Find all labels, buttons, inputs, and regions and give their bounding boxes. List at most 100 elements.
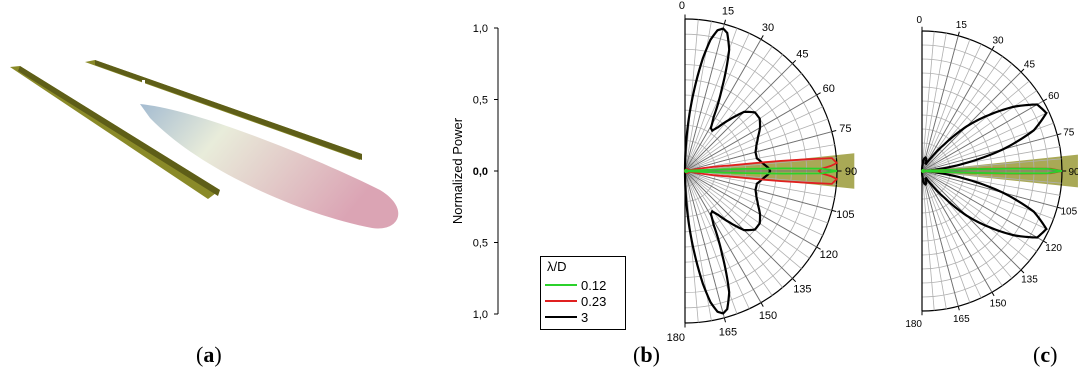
grid-major-spoke — [921, 170, 1058, 208]
angle-tick — [760, 35, 764, 40]
angle-tick-label: 45 — [796, 49, 808, 61]
feed-gap — [142, 80, 145, 102]
grid-major-spoke — [684, 94, 817, 172]
back-left-blade — [10, 66, 220, 199]
grid-spoke — [684, 170, 823, 236]
grid-major-spoke — [921, 170, 1022, 271]
grid-spoke — [921, 90, 1037, 172]
angle-tick-label: 0 — [679, 0, 685, 12]
angle-tick-label: 60 — [823, 83, 835, 95]
polar-chart-c: 0 15 30 45 60 75 90 105 120 135 150 165 180 — [905, 15, 1078, 330]
y-tick-label: 1,0 — [473, 23, 488, 35]
grid-spoke — [921, 31, 935, 172]
grid-spoke — [684, 170, 784, 288]
grid-spoke — [921, 43, 982, 172]
angle-tick — [816, 246, 821, 250]
angle-tick-label: 105 — [836, 209, 854, 221]
panel-label-b: (b) — [633, 342, 660, 367]
grid-spoke — [921, 63, 1013, 172]
angle-tick — [831, 129, 837, 133]
grid-major-spoke — [921, 35, 959, 172]
y-tick-label: 1,0 — [473, 309, 488, 321]
grid-spoke — [684, 46, 773, 172]
angle-tick — [957, 306, 960, 311]
series-line-3 — [920, 103, 1048, 239]
grid-spoke — [684, 170, 810, 259]
grid-major-spoke — [684, 131, 832, 172]
grid-spoke — [921, 170, 935, 311]
angle-tick-label: 150 — [990, 299, 1007, 310]
legend-swatch-red — [545, 300, 577, 302]
grid-spoke — [684, 170, 699, 323]
grid-major-spoke — [684, 170, 817, 248]
angle-tick — [1042, 98, 1048, 102]
y-tick-label: 0,5 — [473, 95, 488, 107]
legend-entry-0.12: 0.12 — [545, 277, 606, 293]
angle-tick — [1057, 206, 1062, 209]
angle-tick-label: 15 — [722, 6, 734, 18]
legend-entry-3: 3 — [545, 309, 588, 325]
grid-spoke — [921, 111, 1050, 172]
grid-major-spoke — [684, 39, 762, 172]
grid-major-spoke — [921, 170, 959, 307]
angle-tick — [1042, 240, 1048, 244]
front-right-blade-edge — [95, 60, 362, 160]
angle-tick-label: 30 — [762, 22, 774, 34]
panel-label-a: (a) — [196, 342, 222, 367]
angle-tick — [792, 59, 797, 64]
grid-major-spoke — [684, 63, 793, 172]
angle-tick-label: 45 — [1024, 60, 1036, 71]
angle-tick-label: 30 — [992, 35, 1004, 46]
grid-spoke — [684, 106, 823, 172]
angle-tick — [991, 291, 995, 297]
grid-spoke — [921, 170, 982, 299]
angle-tick-label: 90 — [1068, 167, 1078, 178]
angle-tick-label: 165 — [719, 326, 737, 338]
angle-tick-label: 60 — [1048, 91, 1060, 102]
grid-major-spoke — [921, 134, 1058, 172]
grid-spoke — [921, 33, 947, 172]
legend-title: λ/D — [547, 259, 567, 274]
grid-major-spoke — [684, 24, 725, 172]
angle-tick-label: 105 — [1060, 206, 1077, 217]
panel-label-c: (c) — [1033, 342, 1058, 367]
angle-tick — [723, 317, 727, 323]
grid-spoke — [684, 54, 784, 172]
grid-spoke — [684, 170, 802, 270]
legend-label: 0.12 — [581, 277, 607, 293]
grid-major-spoke — [921, 100, 1044, 172]
normalized-power-axis: 1,0 0,5 0,0 0,5 1,0 Normalized Power — [450, 23, 499, 321]
angle-tick — [1057, 133, 1062, 136]
grid-major-spoke — [684, 170, 762, 303]
grid-major-spoke — [684, 170, 725, 318]
grid-spoke — [921, 170, 971, 303]
polar-chart-b: 0 15 30 45 60 75 90 105 120 135 150 165 180 — [667, 0, 857, 344]
angle-tick-label: 75 — [839, 123, 851, 135]
angle-tick-label: 135 — [793, 283, 811, 295]
grid-major-spoke — [684, 170, 793, 279]
legend-label: 0.23 — [581, 293, 607, 309]
angle-tick — [991, 45, 995, 51]
legend-swatch-black — [545, 316, 577, 318]
series-line-0.12 — [684, 167, 838, 175]
angle-tick-label: 135 — [1021, 274, 1038, 285]
angle-tick-label: 120 — [1045, 243, 1062, 254]
grid-spoke — [684, 33, 750, 172]
angle-tick-label: 120 — [820, 249, 838, 261]
angle-tick — [1020, 269, 1025, 274]
series-line-3 — [683, 27, 772, 315]
series-line-0.12 — [921, 167, 1063, 175]
grid-spoke — [921, 170, 1030, 262]
grid-major-spoke — [921, 49, 993, 172]
angle-tick — [831, 209, 837, 213]
grid-spoke — [684, 19, 699, 172]
radiation-lobe — [140, 104, 399, 229]
grid-major-spoke — [921, 170, 1044, 242]
angle-tick-label: 90 — [845, 166, 857, 178]
angle-tick — [816, 92, 821, 96]
grid-major-spoke — [921, 71, 1022, 172]
grid-spoke — [684, 170, 773, 296]
angle-tick-label: 15 — [956, 20, 968, 31]
angle-tick-label: 150 — [759, 310, 777, 322]
grid-spoke — [684, 170, 750, 309]
